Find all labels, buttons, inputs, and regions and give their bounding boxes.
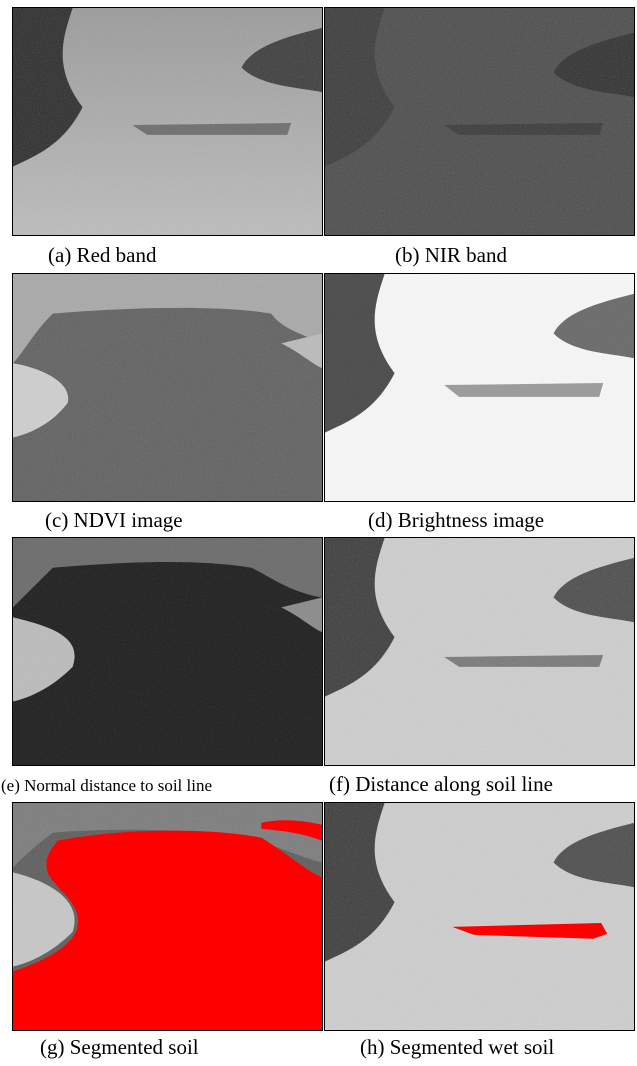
panel-distance-along-soil-line bbox=[324, 537, 635, 766]
panel-brightness-image bbox=[324, 273, 635, 502]
panel-segmented-wet-soil bbox=[324, 802, 635, 1031]
panel-ndvi-image bbox=[12, 273, 323, 502]
caption-red-band: (a) Red band bbox=[48, 243, 157, 267]
wet-soil-segmentation-overlay bbox=[452, 922, 608, 939]
caption-distance-along-soil-line: (f) Distance along soil line bbox=[329, 772, 553, 796]
caption-ndvi-image: (c) NDVI image bbox=[45, 508, 183, 532]
caption-normal-distance: (e) Normal distance to soil line bbox=[1, 776, 213, 795]
caption-segmented-wet-soil: (h) Segmented wet soil bbox=[360, 1035, 555, 1059]
panel-normal-distance bbox=[12, 537, 323, 766]
caption-nir-band: (b) NIR band bbox=[395, 243, 507, 267]
panel-nir-band bbox=[324, 7, 635, 236]
panel-red-band bbox=[12, 7, 323, 236]
panel-segmented-soil bbox=[12, 802, 323, 1031]
caption-brightness-image: (d) Brightness image bbox=[368, 508, 545, 532]
soil-segmentation-overlay bbox=[13, 830, 322, 1030]
caption-segmented-soil: (g) Segmented soil bbox=[40, 1035, 199, 1059]
